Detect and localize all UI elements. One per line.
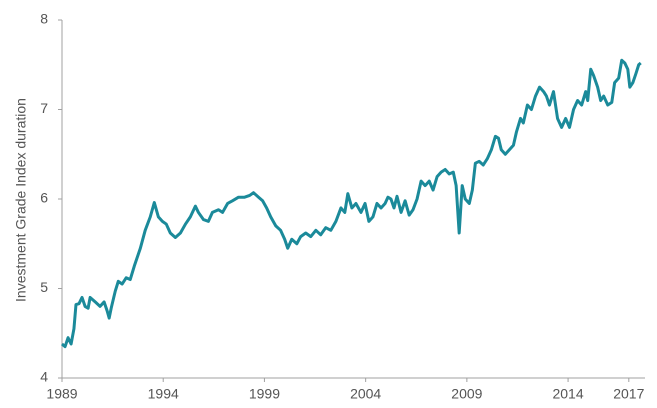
y-tick-label: 8: [40, 11, 48, 27]
x-tick-label: 2009: [451, 386, 482, 402]
x-tick-label: 2014: [552, 386, 583, 402]
data-line: [61, 58, 642, 349]
x-tick-label: 2017: [613, 386, 644, 402]
y-tick-label: 6: [40, 190, 48, 206]
x-tick-label: 1999: [249, 386, 280, 402]
x-tick-label: 1989: [46, 386, 77, 402]
y-tick-label: 7: [40, 100, 48, 116]
x-tick-label: 2004: [350, 386, 381, 402]
x-tick-label: 1994: [148, 386, 179, 402]
y-axis-label: Investment Grade Index duration: [13, 98, 29, 302]
y-tick-label: 5: [40, 279, 48, 295]
y-tick-label: 4: [40, 369, 48, 385]
